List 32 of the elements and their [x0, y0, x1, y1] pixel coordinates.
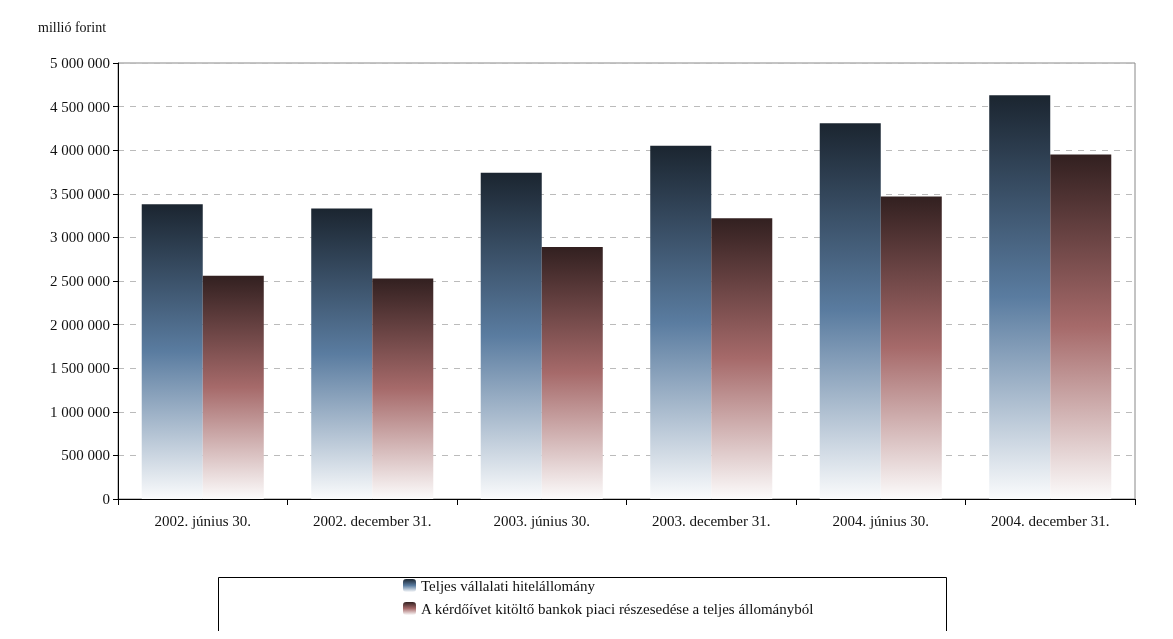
y-tick-label: 4 500 000: [50, 98, 110, 115]
legend-label: Teljes vállalati hitelállomány: [421, 577, 596, 594]
y-tick-label: 0: [102, 491, 110, 507]
y-tick-label: 1 000 000: [50, 403, 110, 420]
x-tick-label: 2002. június 30.: [154, 512, 252, 529]
y-tick-label: 1 500 000: [50, 360, 110, 377]
x-tick-label: 2003. december 31.: [652, 512, 771, 529]
bar: [372, 278, 434, 499]
y-tick-label: 4 000 000: [50, 142, 110, 159]
bar: [1050, 154, 1112, 499]
bar: [202, 275, 264, 499]
bar: [989, 95, 1051, 499]
x-tick-label: 2004. június 30.: [832, 512, 930, 529]
legend-label: A kérdőívet kitöltő bankok piaci részesedése a teljes állományból: [421, 600, 814, 617]
bar: [141, 204, 203, 499]
bar: [480, 172, 542, 499]
x-tick-label: 2002. december 31.: [313, 512, 432, 529]
bar: [541, 246, 603, 499]
bar: [711, 218, 773, 499]
bar: [311, 208, 373, 499]
x-tick-label: 2004. december 31.: [991, 512, 1110, 529]
y-tick-label: 2 500 000: [50, 273, 110, 289]
y-tick-label: 5 000 000: [50, 55, 110, 71]
y-tick-label: 3 500 000: [50, 185, 110, 202]
y-tick-label: 3 000 000: [50, 229, 110, 246]
y-axis-title: millió forint: [38, 19, 107, 35]
bar: [880, 196, 942, 499]
bar: [819, 123, 881, 499]
y-tick-label: 500 000: [61, 447, 110, 464]
bar: [650, 145, 712, 499]
x-tick-label: 2003. június 30.: [493, 512, 591, 529]
y-tick-label: 2 000 000: [50, 316, 110, 333]
